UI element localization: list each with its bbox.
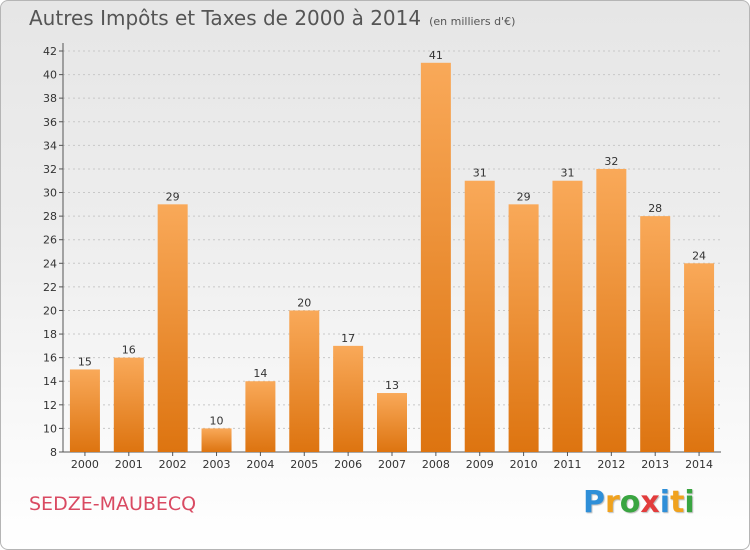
logo-letter: t (670, 485, 685, 520)
y-tick-label: 20 (43, 304, 57, 317)
value-label-2001: 16 (122, 344, 136, 357)
x-tick-label-2012: 2012 (597, 458, 625, 471)
y-tick-label: 26 (43, 234, 57, 247)
value-label-2011: 31 (560, 167, 574, 180)
x-tick-label-2009: 2009 (466, 458, 494, 471)
gridlines (59, 50, 721, 453)
bar-2006 (333, 345, 364, 452)
y-tick-label: 32 (43, 163, 57, 176)
bar-2008 (420, 62, 451, 452)
x-tick-label-2011: 2011 (553, 458, 581, 471)
y-tick-label: 10 (43, 422, 57, 435)
y-tick-label: 30 (43, 187, 57, 200)
y-tick-label: 36 (43, 116, 57, 129)
value-label-2000: 15 (78, 355, 92, 368)
bar-2000 (69, 369, 100, 452)
value-label-2007: 13 (385, 379, 399, 392)
y-tick-label: 40 (43, 69, 57, 82)
x-tick-label-2005: 2005 (290, 458, 318, 471)
y-tick-labels: 8 10 12 14 16 18 20 22 24 26 28 30 32 34 36 38 40 42 (43, 45, 57, 459)
bar-2011 (552, 180, 583, 452)
bar-2013 (640, 216, 671, 452)
value-label-2012: 32 (604, 155, 618, 168)
x-tick-label-2014: 2014 (685, 458, 713, 471)
title-unit: (en milliers d'€) (429, 15, 516, 28)
x-tick-labels: 2000 2001 2002 2003 2004 2005 2006 2007 2008 2009… (71, 452, 713, 471)
value-label-2006: 17 (341, 332, 355, 345)
bar-2005 (289, 310, 320, 452)
bar-2009 (464, 180, 495, 452)
x-tick-label-2001: 2001 (115, 458, 143, 471)
bar-2010 (508, 204, 539, 452)
bar-2014 (684, 263, 715, 452)
x-tick-label-2007: 2007 (378, 458, 406, 471)
y-tick-label: 18 (43, 328, 57, 341)
bar-2012 (596, 168, 627, 453)
bars (69, 62, 715, 453)
y-tick-label: 28 (43, 210, 57, 223)
value-label-2014: 24 (692, 249, 706, 262)
value-label-2013: 28 (648, 202, 662, 215)
value-label-2008: 41 (429, 49, 443, 62)
y-tick-label: 14 (43, 375, 57, 388)
x-tick-label-2008: 2008 (422, 458, 450, 471)
commune-name: SEDZE-MAUBECQ (29, 493, 197, 515)
bar-2004 (245, 381, 276, 452)
logo-letter: x (640, 485, 660, 520)
bar-2001 (113, 357, 144, 452)
value-label-2003: 10 (210, 414, 224, 427)
x-tick-label-2004: 2004 (246, 458, 274, 471)
logo-letter: i (659, 485, 671, 520)
value-label-2004: 14 (253, 367, 267, 380)
y-tick-label: 24 (43, 257, 57, 270)
y-tick-label: 42 (43, 45, 57, 58)
bar-2002 (157, 204, 188, 452)
value-label-2010: 29 (517, 190, 531, 203)
bar-2003 (201, 428, 232, 452)
y-tick-label: 34 (43, 139, 57, 152)
value-label-2005: 20 (297, 296, 311, 309)
x-tick-label-2013: 2013 (641, 458, 669, 471)
x-tick-label-2003: 2003 (203, 458, 231, 471)
value-labels: 15 16 29 10 14 20 17 13 41 31 29 31 32 28 24 (78, 49, 706, 428)
x-tick-label-2000: 2000 (71, 458, 99, 471)
y-tick-label: 12 (43, 399, 57, 412)
value-label-2002: 29 (166, 190, 180, 203)
x-tick-label-2010: 2010 (510, 458, 538, 471)
bar-2007 (377, 393, 407, 452)
proxiti-logo: Proxiti (583, 485, 695, 520)
logo-letter: i (684, 485, 695, 520)
chart-title: Autres Impôts et Taxes de 2000 à 2014 (en… (29, 6, 515, 30)
y-tick-label: 38 (43, 92, 57, 105)
y-tick-label: 22 (43, 281, 57, 294)
y-tick-label: 16 (43, 352, 57, 365)
logo-letter: P (583, 485, 605, 520)
x-tick-label-2006: 2006 (334, 458, 362, 471)
x-tick-label-2002: 2002 (159, 458, 187, 471)
logo-letter: o (619, 485, 641, 520)
title-text: Autres Impôts et Taxes de 2000 à 2014 (29, 6, 422, 30)
logo-letter: r (605, 485, 620, 520)
y-tick-label: 8 (50, 446, 57, 459)
value-label-2009: 31 (473, 167, 487, 180)
